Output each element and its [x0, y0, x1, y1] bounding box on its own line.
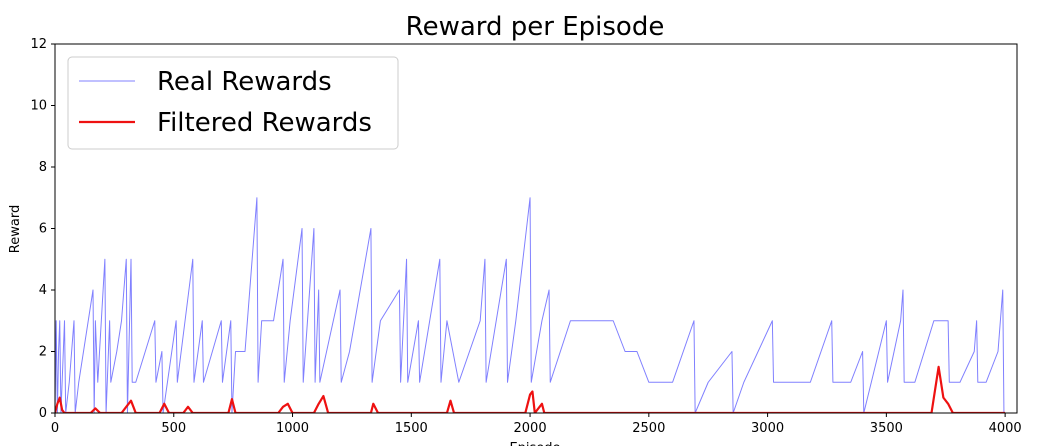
x-tick-label: 2500	[632, 421, 665, 436]
x-tick-label: 4000	[989, 421, 1022, 436]
x-tick-label: 0	[51, 421, 59, 436]
chart-title: Reward per Episode	[406, 12, 665, 42]
series-line	[55, 365, 1006, 413]
y-axis-label: Reward	[8, 205, 23, 253]
y-tick-label: 8	[39, 160, 47, 175]
legend-label: Real Rewards	[157, 67, 332, 97]
x-axis-label: Episode	[509, 441, 560, 446]
plot-frame	[54, 43, 1018, 414]
legend-label: Filtered Rewards	[157, 108, 372, 138]
x-tick-label: 2000	[514, 421, 547, 436]
y-tick-label: 12	[30, 37, 47, 52]
y-tick-label: 0	[39, 406, 47, 421]
y-tick-label: 10	[30, 99, 47, 114]
x-tick-label: 1000	[276, 421, 309, 436]
x-tick-label: 3000	[751, 421, 784, 436]
legend-box	[67, 56, 399, 150]
y-tick-label: 4	[39, 283, 47, 298]
y-tick-label: 2	[39, 345, 47, 360]
series-line	[55, 197, 1005, 413]
x-tick-label: 3500	[870, 421, 903, 436]
x-tick-label: 1500	[395, 421, 428, 436]
x-tick-label: 500	[161, 421, 186, 436]
y-tick-label: 6	[39, 222, 47, 237]
